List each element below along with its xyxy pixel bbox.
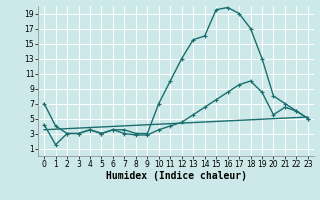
X-axis label: Humidex (Indice chaleur): Humidex (Indice chaleur): [106, 171, 246, 181]
